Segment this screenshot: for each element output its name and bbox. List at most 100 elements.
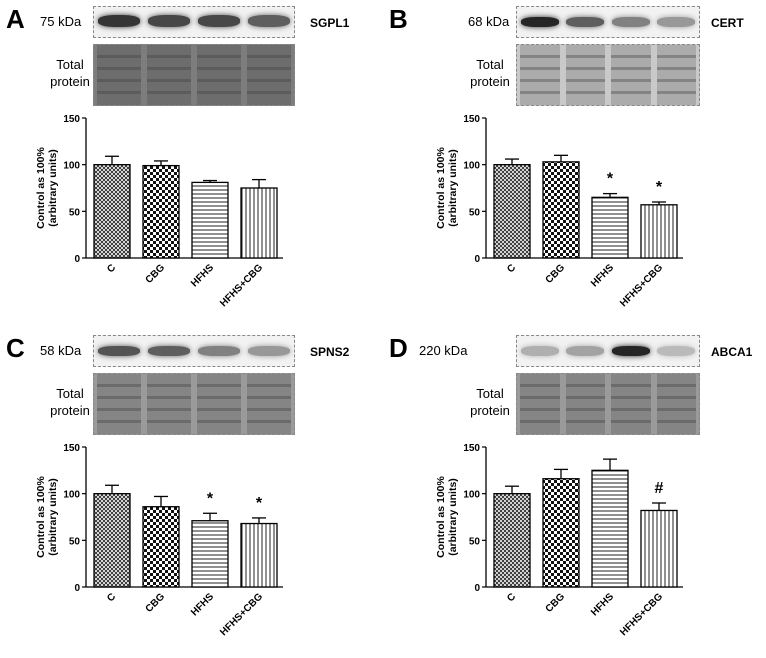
total-protein-label: Total protein: [35, 56, 105, 90]
total-protein-stripe: [247, 420, 291, 423]
x-tick-label: HFHS: [189, 591, 216, 618]
y-axis-label-line: (arbitrary units): [47, 149, 59, 227]
blot-band: [98, 346, 140, 356]
total-protein-stripe: [197, 91, 241, 94]
total-protein-lane: [611, 45, 651, 105]
blot-band: [148, 15, 190, 27]
total-protein-stripe: [656, 384, 696, 387]
total-protein-lane: [197, 45, 241, 105]
bar-chart: 0 50 100 150 Control as 100%(arbitrary units…: [35, 114, 283, 309]
significance-marker: #: [655, 480, 664, 497]
y-axis-label-line: (arbitrary units): [447, 149, 459, 227]
y-tick-label: 50: [469, 536, 481, 547]
x-tick-label: HFHS: [189, 262, 216, 289]
total-protein-stripe: [520, 408, 560, 411]
total-protein-stripe: [656, 67, 696, 70]
x-tick-label: C: [105, 262, 118, 275]
total-protein-lane: [97, 45, 141, 105]
protein-name: ABCA1: [711, 345, 753, 359]
total-protein-stripe: [656, 396, 696, 399]
total-protein-label: Total protein: [455, 385, 525, 419]
bar-hfhs: [591, 196, 629, 259]
total-protein-stripe: [247, 384, 291, 387]
total-protein-lane: [520, 374, 560, 434]
panel-a: A 75 kDa SGPL1 Total protein 0 50 100 150 Control…: [0, 0, 383, 329]
y-tick-label: 0: [474, 583, 480, 594]
total-protein-lane: [520, 45, 560, 105]
total-protein-stripe: [611, 408, 651, 411]
total-protein-label-line: protein: [50, 74, 90, 89]
y-tick-label: 50: [69, 536, 81, 547]
total-protein-label: Total protein: [35, 385, 105, 419]
bar-hfhs-cbg: [640, 509, 678, 588]
total-protein-stripe: [197, 384, 241, 387]
molecular-weight-label: 220 kDa: [419, 343, 468, 358]
y-axis-label-line: (arbitrary units): [447, 478, 459, 556]
blot-band: [566, 17, 605, 27]
total-protein-stripe: [656, 408, 696, 411]
total-protein-stripe: [247, 91, 291, 94]
total-protein-stripe: [611, 67, 651, 70]
y-tick-label: 100: [463, 490, 480, 501]
total-protein-stripe: [565, 55, 605, 58]
x-tick-label: CBG: [544, 262, 568, 286]
total-protein-stripe: [147, 67, 191, 70]
y-tick-label: 50: [69, 207, 81, 218]
y-axis-label-line: (arbitrary units): [47, 478, 59, 556]
y-tick-label: 150: [463, 443, 480, 454]
panel-label: B: [389, 4, 408, 34]
x-tick-label: CBG: [144, 262, 168, 286]
western-blot-band-image: [516, 6, 700, 38]
total-protein-label-line: Total: [56, 386, 84, 401]
blot-band: [148, 346, 190, 356]
bar-c: [493, 493, 531, 588]
total-protein-lane: [611, 374, 651, 434]
molecular-weight-label: 68 kDa: [468, 14, 510, 29]
total-protein-label: Total protein: [455, 56, 525, 90]
total-protein-stripe: [520, 67, 560, 70]
total-protein-stripe: [656, 79, 696, 82]
total-protein-lane: [247, 45, 291, 105]
total-protein-stripe: [520, 396, 560, 399]
panel-d: D 220 kDa ABCA1 Total protein 0 50 100 150 Contro…: [383, 329, 766, 658]
total-protein-stripe: [147, 384, 191, 387]
total-protein-stripe: [611, 420, 651, 423]
total-protein-stripe: [247, 79, 291, 82]
y-tick-label: 100: [63, 490, 80, 501]
y-tick-label: 150: [63, 114, 80, 125]
x-tick-label: C: [505, 262, 518, 275]
total-protein-stripe: [197, 67, 241, 70]
x-tick-label: HFHS+CBG: [618, 262, 665, 309]
total-protein-stripe: [97, 91, 141, 94]
total-protein-stripe: [520, 420, 560, 423]
total-protein-lane: [147, 45, 191, 105]
blot-band: [98, 15, 140, 27]
y-tick-label: 150: [63, 443, 80, 454]
total-protein-lane: [247, 374, 291, 434]
total-protein-stripe: [565, 408, 605, 411]
total-protein-stripe: [197, 55, 241, 58]
y-tick-label: 150: [463, 114, 480, 125]
significance-marker: *: [607, 171, 614, 188]
y-axis-label: Control as 100%(arbitrary units): [35, 146, 59, 228]
total-protein-stripe: [565, 396, 605, 399]
bar-cbg: [542, 161, 580, 259]
total-protein-stripe: [147, 91, 191, 94]
total-protein-lane: [565, 374, 605, 434]
bar-c: [93, 493, 131, 588]
total-protein-stripe: [97, 67, 141, 70]
total-protein-stripe: [520, 384, 560, 387]
total-protein-stripe: [565, 384, 605, 387]
y-axis-label-line: Control as 100%: [35, 146, 47, 228]
total-protein-stripe: [197, 79, 241, 82]
total-protein-label-line: protein: [470, 403, 510, 418]
total-protein-label-line: protein: [50, 403, 90, 418]
panel-b: B 68 kDa CERT Total protein 0 50 100 150 Control …: [383, 0, 766, 329]
x-tick-label: HFHS: [589, 591, 616, 618]
blot-band: [657, 17, 696, 27]
bar-cbg: [142, 164, 180, 259]
bar-hfhs-cbg: [240, 187, 278, 259]
y-axis-label: Control as 100%(arbitrary units): [435, 146, 459, 228]
total-protein-stripe: [520, 55, 560, 58]
total-protein-stripe: [611, 396, 651, 399]
